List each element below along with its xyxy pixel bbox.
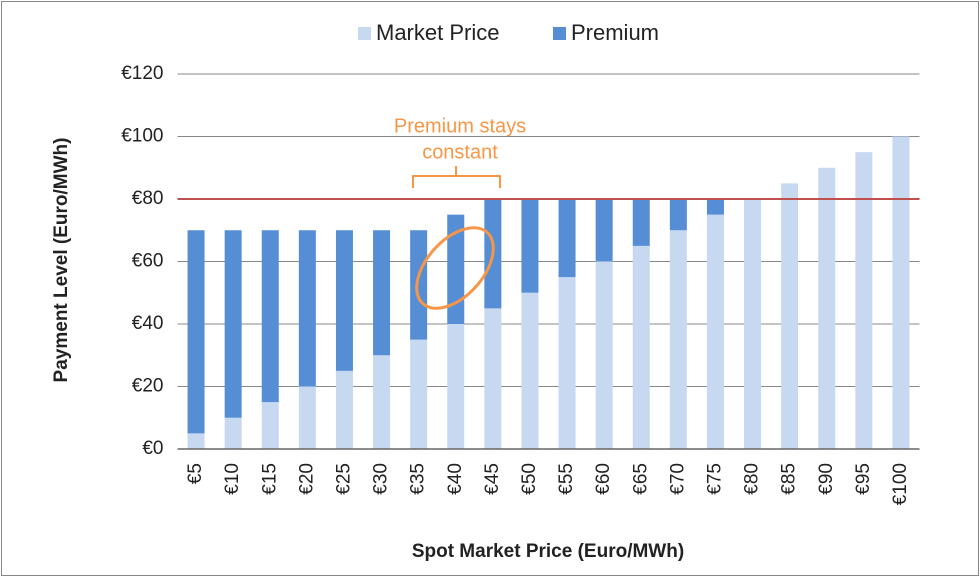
bar-segment xyxy=(706,214,724,449)
x-tick-label: €60 xyxy=(593,463,614,495)
bar-segment xyxy=(187,433,205,449)
bar-segment xyxy=(669,230,687,449)
bar-segment xyxy=(632,245,650,449)
x-tick-label: €35 xyxy=(408,463,429,495)
bar-segment xyxy=(632,199,650,246)
x-tick-label: €10 xyxy=(222,463,243,495)
x-tick-label: €75 xyxy=(704,463,725,495)
x-tick-label: €55 xyxy=(556,463,577,495)
annotation-text: Premium stays xyxy=(394,115,526,137)
y-axis-title: Payment Level (Euro/MWh) xyxy=(51,138,72,383)
x-tick-label: €95 xyxy=(853,463,874,495)
y-tick-label: €40 xyxy=(132,313,164,334)
x-tick-label: €40 xyxy=(445,463,466,495)
bar-segment xyxy=(484,308,502,449)
bar-segment xyxy=(261,230,279,403)
y-tick-label: €20 xyxy=(132,376,164,397)
x-tick-label: €25 xyxy=(333,463,354,495)
bar-segment xyxy=(373,230,391,356)
x-tick-label: €45 xyxy=(482,463,503,495)
bar-segment xyxy=(298,230,316,387)
legend-swatch xyxy=(358,27,371,40)
bar-segment xyxy=(447,214,465,324)
x-tick-label: €100 xyxy=(890,463,911,505)
bar-segment xyxy=(410,230,428,340)
bar-segment xyxy=(335,370,353,449)
x-tick-label: €80 xyxy=(742,463,763,495)
x-tick-label: €90 xyxy=(816,463,837,495)
legend-swatch xyxy=(553,27,566,40)
bar-segment xyxy=(410,339,428,449)
y-tick-label: €60 xyxy=(132,251,164,272)
bar-segment xyxy=(669,199,687,231)
bar-segment xyxy=(298,386,316,449)
bar-segment xyxy=(744,199,762,449)
x-tick-label: €15 xyxy=(259,463,280,495)
legend-label: Premium xyxy=(571,20,659,45)
bar-segment xyxy=(447,324,465,449)
bar-segment xyxy=(224,230,242,418)
bar-segment xyxy=(335,230,353,371)
x-tick-label: €50 xyxy=(519,463,540,495)
legend-label: Market Price xyxy=(376,20,499,45)
bar-segment xyxy=(558,277,576,449)
y-tick-label: €0 xyxy=(142,438,163,459)
bar-segment xyxy=(224,417,242,449)
x-tick-label: €85 xyxy=(779,463,800,495)
bar-segment xyxy=(855,152,873,449)
bar-segment xyxy=(521,292,539,449)
bar-segment xyxy=(373,355,391,449)
bar-segment xyxy=(706,199,724,215)
x-tick-label: €5 xyxy=(185,463,206,484)
y-tick-label: €120 xyxy=(121,63,163,84)
annotation-brace xyxy=(412,166,501,188)
x-axis-title: Spot Market Price (Euro/MWh) xyxy=(412,541,684,562)
x-tick-label: €20 xyxy=(296,463,317,495)
y-tick-label: €80 xyxy=(132,188,164,209)
x-tick-label: €70 xyxy=(667,463,688,495)
bar-segment xyxy=(187,230,205,434)
bar-segment xyxy=(892,136,910,449)
bar-segment xyxy=(521,199,539,293)
y-tick-label: €100 xyxy=(121,126,163,147)
annotation-text: constant xyxy=(422,141,498,163)
bar-segment xyxy=(261,402,279,449)
highlight-ellipse xyxy=(415,226,495,310)
bar-segment xyxy=(595,199,613,262)
bar-segment xyxy=(781,183,799,449)
bar-segment xyxy=(595,261,613,449)
x-tick-label: €30 xyxy=(371,463,392,495)
bar-segment xyxy=(558,199,576,278)
x-tick-label: €65 xyxy=(630,463,651,495)
bar-segment xyxy=(818,167,836,449)
